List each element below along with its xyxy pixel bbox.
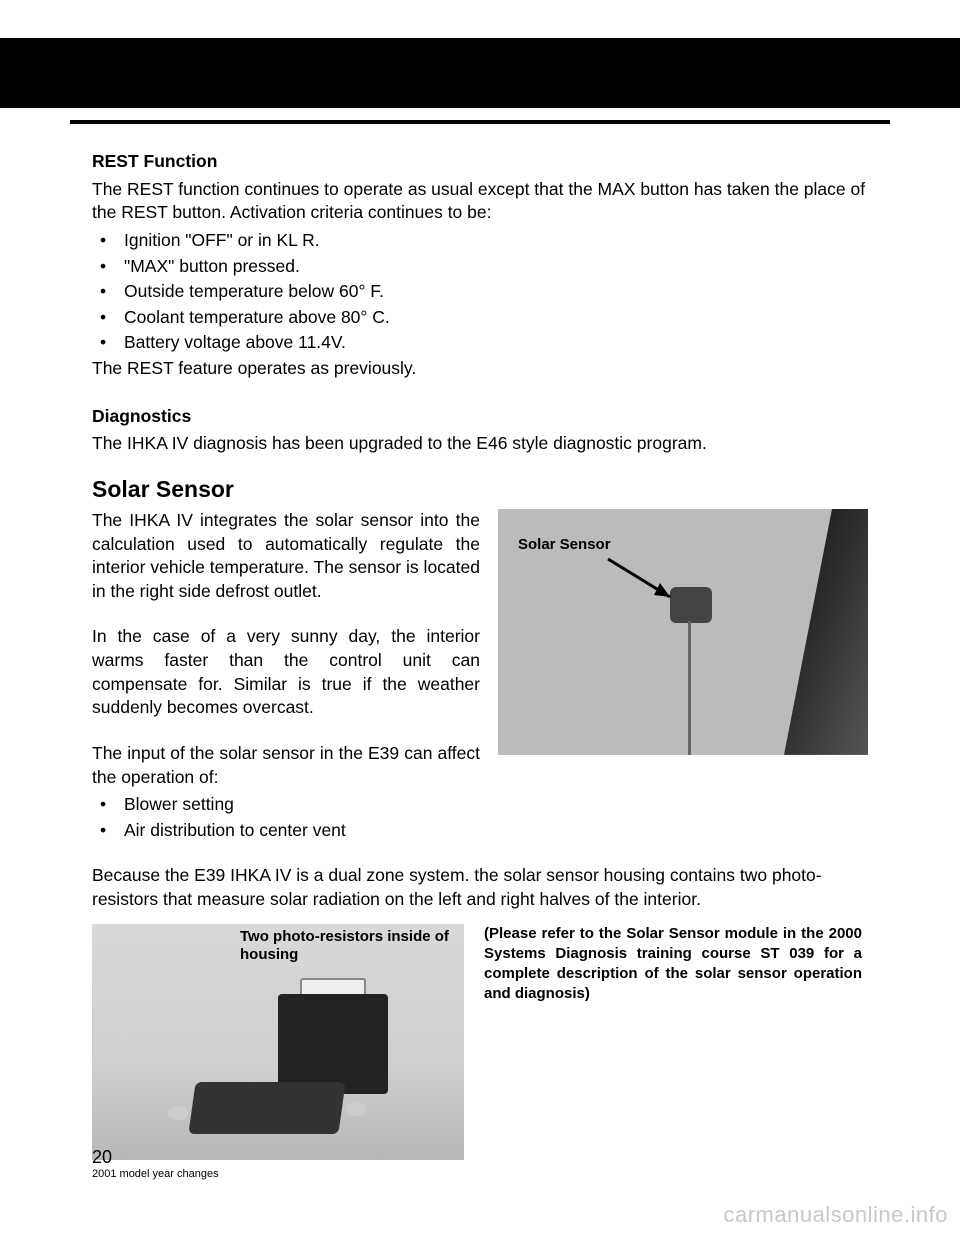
page-footer: 20 2001 model year changes: [92, 1147, 219, 1180]
solar-sensor-heading: Solar Sensor: [92, 474, 868, 505]
wiper-graphic: [748, 509, 868, 755]
rest-item: Ignition "OFF" or in KL R.: [92, 229, 868, 253]
watermark: carmanualsonline.info: [723, 1202, 948, 1228]
solar-affect-list: Blower setting Air distribution to cente…: [92, 793, 480, 842]
housing-graphic: [278, 994, 388, 1094]
sensor-line-graphic: [688, 621, 691, 755]
reference-note: (Please refer to the Solar Sensor module…: [484, 924, 868, 1160]
horizontal-rule: [70, 120, 890, 124]
rest-item: Battery voltage above 11.4V.: [92, 331, 868, 355]
solar-affect-item: Blower setting: [92, 793, 480, 817]
solar-affect-item: Air distribution to center vent: [92, 819, 480, 843]
base-graphic: [188, 1082, 345, 1134]
solar-p3: The input of the solar sensor in the E39…: [92, 742, 480, 789]
rest-criteria-list: Ignition "OFF" or in KL R. "MAX" button …: [92, 229, 868, 355]
rest-item: Outside temperature below 60° F.: [92, 280, 868, 304]
photo2-label: Two photo-resistors inside of housing: [240, 928, 450, 966]
diagnostics-text: The IHKA IV diagnosis has been upgraded …: [92, 432, 868, 456]
solar-p1: The IHKA IV integrates the solar sensor …: [92, 509, 480, 604]
page-caption: 2001 model year changes: [92, 1168, 219, 1180]
solar-p2: In the case of a very sunny day, the int…: [92, 625, 480, 720]
rest-item: "MAX" button pressed.: [92, 255, 868, 279]
rest-intro: The REST function continues to operate a…: [92, 178, 868, 225]
photo1-label: Solar Sensor: [518, 535, 611, 555]
page-number: 20: [92, 1147, 219, 1168]
knob-graphic: [168, 1106, 188, 1120]
solar-p4: Because the E39 IHKA IV is a dual zone s…: [92, 864, 868, 911]
diagnostics-heading: Diagnostics: [92, 405, 868, 429]
photo-resistors-photo: Two photo-resistors inside of housing: [92, 924, 464, 1160]
rest-item: Coolant temperature above 80° C.: [92, 306, 868, 330]
rest-outro: The REST feature operates as previously.: [92, 357, 868, 381]
arrow-icon: [604, 555, 684, 609]
top-black-bar: [0, 38, 960, 108]
knob-graphic: [346, 1102, 366, 1116]
solar-sensor-photo: Solar Sensor: [498, 509, 868, 755]
rest-function-heading: REST Function: [92, 150, 868, 174]
solar-text-column: The IHKA IV integrates the solar sensor …: [92, 509, 480, 845]
document-body: REST Function The REST function continue…: [92, 150, 868, 1160]
